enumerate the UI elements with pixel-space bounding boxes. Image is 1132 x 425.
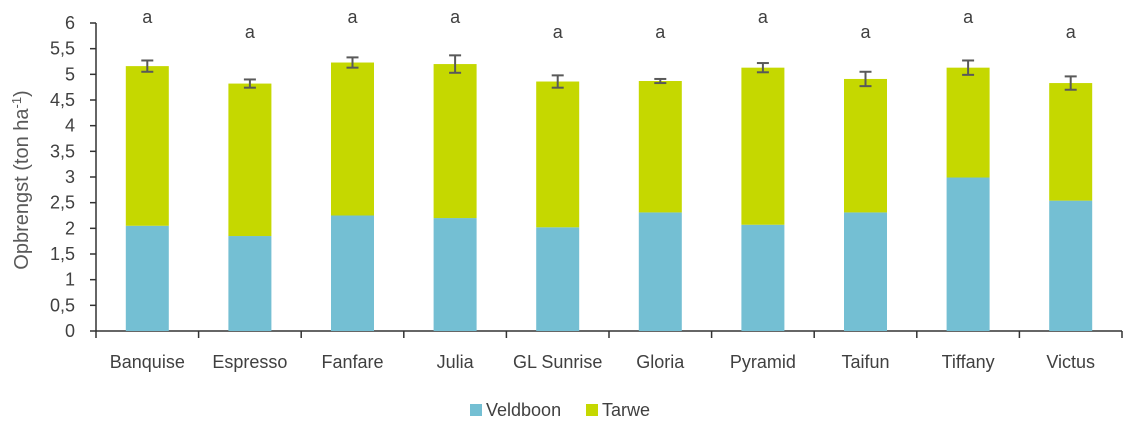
significance-letter: a xyxy=(655,22,666,42)
bar-veldboon xyxy=(638,212,682,331)
bars xyxy=(125,62,1093,331)
bar-veldboon xyxy=(536,227,580,331)
x-tick-label: GL Sunrise xyxy=(513,352,602,372)
x-tick-label: Banquise xyxy=(110,352,185,372)
bar-tarwe xyxy=(946,67,990,178)
y-tick-label: 5,5 xyxy=(50,39,75,59)
bar-tarwe xyxy=(433,64,477,219)
y-tick-label: 6 xyxy=(65,13,75,33)
bar-tarwe xyxy=(741,67,785,225)
x-tick-label: Taifun xyxy=(841,352,889,372)
bar-veldboon xyxy=(844,212,887,331)
x-tick-label: Pyramid xyxy=(730,352,796,372)
error-bar xyxy=(654,77,667,85)
bar-tarwe xyxy=(331,62,374,216)
legend-label-veldboon: Veldboon xyxy=(486,400,561,420)
x-tick-label: Tiffany xyxy=(942,352,995,372)
y-tick-label: 3 xyxy=(65,167,75,187)
bar-veldboon xyxy=(433,218,477,331)
y-tick-label: 0 xyxy=(65,321,75,341)
error-bar xyxy=(346,56,359,69)
significance-letter: a xyxy=(860,22,871,42)
bar-veldboon xyxy=(1049,200,1093,331)
y-axis: 0 0,5 1 1,5 2 2,5 3 3,5 4 4,5 5 5,5 6 xyxy=(50,13,97,341)
y-tick-label: 4,5 xyxy=(50,90,75,110)
y-tick-label: 3,5 xyxy=(50,141,75,161)
y-tick-label: 1,5 xyxy=(50,244,75,264)
y-tick-label: 2,5 xyxy=(50,193,75,213)
x-axis: Banquise Espresso Fanfare Julia GL Sunrise Gl… xyxy=(95,330,1123,372)
bar-tarwe xyxy=(638,81,682,213)
y-tick-label: 0,5 xyxy=(50,295,75,315)
error-bar xyxy=(756,62,769,74)
bar-veldboon xyxy=(125,225,169,331)
y-tick-label: 4 xyxy=(65,116,75,136)
error-bar xyxy=(243,78,256,89)
legend-label-tarwe: Tarwe xyxy=(602,400,650,420)
significance-letter: a xyxy=(963,7,974,27)
x-tick-label: Gloria xyxy=(636,352,685,372)
error-bar xyxy=(962,59,975,76)
x-tick-label: Fanfare xyxy=(321,352,383,372)
legend-swatch-veldboon xyxy=(470,404,482,416)
bar-veldboon xyxy=(228,236,272,331)
legend-swatch-tarwe xyxy=(586,404,598,416)
legend: Veldboon Tarwe xyxy=(470,400,650,420)
bar-tarwe xyxy=(844,78,887,213)
y-tick-label: 1 xyxy=(65,270,75,290)
significance-letter: a xyxy=(450,7,461,27)
x-tick-label: Espresso xyxy=(212,352,287,372)
bar-veldboon xyxy=(946,177,990,331)
error-bars xyxy=(141,54,1077,91)
x-tick-label: Victus xyxy=(1046,352,1095,372)
error-bar xyxy=(141,59,154,73)
error-bar xyxy=(449,54,462,74)
bar-tarwe xyxy=(125,66,169,226)
bar-tarwe xyxy=(536,81,580,228)
bar-tarwe xyxy=(1049,83,1093,201)
significance-letter: a xyxy=(142,7,153,27)
significance-letter: a xyxy=(1066,22,1077,42)
y-tick-label: 5 xyxy=(65,64,75,84)
bar-veldboon xyxy=(741,224,785,331)
error-bar xyxy=(1064,75,1077,91)
significance-letter: a xyxy=(347,7,358,27)
y-tick-label: 2 xyxy=(65,218,75,238)
significance-letter: a xyxy=(553,22,564,42)
x-tick-label: Julia xyxy=(437,352,475,372)
error-bar xyxy=(551,74,564,89)
y-axis-label: Opbrengst (ton ha-1) xyxy=(9,90,34,269)
bar-tarwe xyxy=(228,83,272,237)
error-bar xyxy=(859,70,872,88)
significance-letter: a xyxy=(758,7,769,27)
bar-veldboon xyxy=(331,215,374,331)
significance-letter: a xyxy=(245,22,256,42)
